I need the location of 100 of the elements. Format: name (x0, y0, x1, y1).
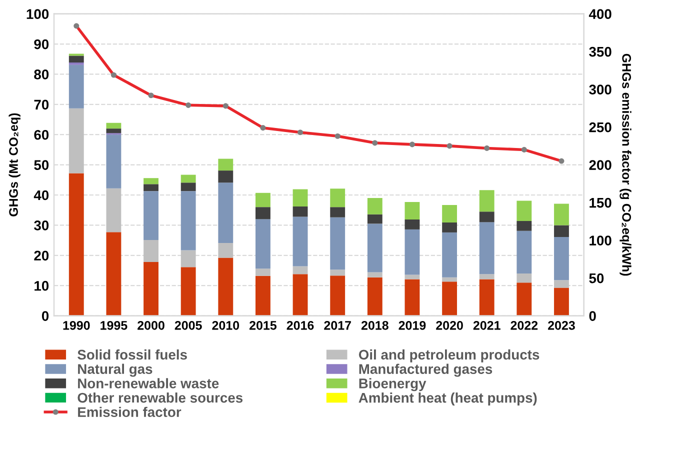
bar (68, 64, 84, 108)
y2-tick-label: 400 (588, 9, 612, 19)
bar (256, 207, 270, 220)
bar (144, 191, 158, 240)
bar (516, 274, 532, 283)
bar (218, 170, 234, 183)
bar (330, 217, 346, 270)
bar (479, 274, 494, 280)
bar (68, 56, 84, 62)
bar (106, 134, 122, 188)
x-tick-label: 2020 (436, 320, 463, 330)
y2-tick-label: 50 (589, 273, 604, 284)
x-tick-label: 2015 (249, 320, 277, 330)
bar (218, 243, 234, 258)
y-tick-label: 50 (34, 160, 49, 170)
bar (144, 262, 158, 316)
bar (442, 204, 458, 222)
bar (330, 270, 346, 276)
bar (292, 189, 308, 206)
bar (180, 250, 196, 268)
bar (554, 236, 569, 280)
legend-label: Solid fossil fuels (78, 349, 187, 360)
y-axis-title: GHGs (Mt CO₂eq) (8, 113, 20, 216)
y2-tick-label: 150 (590, 198, 612, 208)
x-tick-label: 2018 (361, 320, 388, 330)
bar (554, 225, 569, 237)
legend-label: Emission factor (78, 406, 182, 418)
bar (180, 182, 196, 192)
bar (292, 206, 308, 217)
y2-tick-label: 350 (589, 46, 612, 57)
bar (516, 220, 532, 231)
legend-label: Other renewable sources (78, 392, 243, 403)
legend-label: Bioenergy (359, 378, 426, 392)
bar (292, 266, 308, 274)
y2-tick-label: 300 (589, 84, 612, 95)
bar (554, 280, 569, 288)
y-tick-label: 40 (34, 190, 49, 200)
bar (479, 212, 494, 222)
x-tick-label: 1995 (100, 320, 128, 330)
bar (516, 230, 532, 274)
x-tick-label: 2016 (286, 320, 314, 330)
bar (218, 258, 234, 316)
bar (479, 279, 494, 316)
y2-tick-label: 100 (590, 236, 612, 246)
x-tick-label: 2010 (212, 320, 240, 330)
bar (479, 190, 494, 212)
bar (442, 222, 458, 232)
bar (218, 182, 234, 244)
bar (479, 222, 494, 274)
bar (442, 282, 458, 316)
y-tick-label: 70 (34, 100, 49, 110)
bar (256, 276, 270, 316)
bar (218, 158, 234, 171)
bar (68, 108, 84, 174)
bar (180, 191, 196, 250)
y-tick-label: 90 (34, 39, 49, 50)
bar (516, 282, 532, 316)
bar (516, 200, 532, 221)
y-tick-label: 80 (34, 70, 49, 80)
y-tick-label: 100 (26, 9, 49, 19)
bar (292, 216, 308, 266)
bar (180, 267, 196, 316)
y-tick-label: 60 (34, 130, 49, 140)
bar (442, 277, 458, 282)
bar (330, 276, 346, 316)
bar (144, 178, 158, 184)
bar (106, 188, 122, 232)
bar (367, 224, 382, 272)
y2-tick-label: 250 (589, 122, 612, 132)
legend-label: Manufactured gases (359, 364, 492, 377)
bar (330, 188, 346, 208)
y-tick-label: 30 (34, 220, 49, 230)
bar (367, 198, 382, 214)
bar (404, 279, 420, 316)
bar (330, 207, 346, 218)
legend-label: Oil and petroleum products (358, 349, 540, 362)
bar (367, 272, 382, 278)
bar (256, 219, 270, 269)
bar (68, 62, 84, 65)
x-tick-label: 2023 (548, 320, 575, 330)
bar (442, 232, 458, 278)
y2-tick-label: 0 (589, 311, 596, 321)
bar (106, 122, 122, 129)
bar (144, 184, 158, 192)
x-tick-label: 2000 (138, 320, 164, 330)
bar (367, 214, 382, 224)
bar (68, 173, 84, 316)
bar (256, 192, 270, 208)
bar (106, 128, 122, 134)
bar (106, 232, 122, 316)
bar (404, 229, 420, 275)
bar (180, 174, 196, 183)
bar (292, 274, 308, 316)
bar (554, 288, 569, 316)
bar (404, 274, 420, 280)
bar (404, 219, 420, 230)
y2-tick-label: 200 (589, 160, 612, 170)
x-tick-label: 2022 (510, 320, 538, 330)
legend-label: Non-renewable waste (78, 378, 219, 388)
y-tick-label: 10 (34, 280, 49, 291)
